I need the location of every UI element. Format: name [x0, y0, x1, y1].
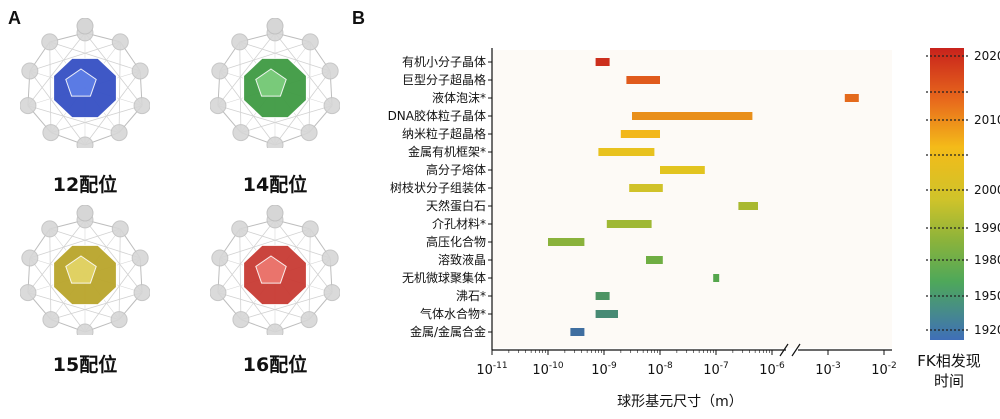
bar-16	[570, 328, 585, 336]
colorbar	[930, 48, 964, 340]
bar-13	[713, 274, 720, 282]
colorbar-title-1: FK相发现	[917, 352, 980, 370]
x-tick-label-8: 10-2	[871, 361, 897, 378]
category-label-1: 有机小分子晶体	[402, 55, 486, 69]
bar-7	[660, 166, 705, 174]
colorbar-tick-2010: 2010	[974, 113, 1000, 127]
bar-14	[595, 292, 610, 300]
x-tick-label-1: 10-11	[476, 361, 507, 378]
x-axis-title: 球形基元尺寸（m）	[617, 393, 743, 410]
x-tick-label-3: 10-9	[591, 361, 617, 378]
category-label-5: 纳米粒子超晶格	[402, 126, 486, 141]
bar-3	[844, 94, 859, 102]
colorbar-tick-1990: 1990	[974, 221, 1000, 235]
x-tick-label-2: 10-10	[532, 361, 564, 378]
x-tick-label-7: 10-3	[815, 361, 841, 378]
category-label-8: 树枝状分子组装体	[390, 180, 486, 195]
polyhedron-label-3: 15配位	[52, 354, 118, 376]
category-label-2: 巨型分子超晶格	[402, 72, 486, 87]
polyhedron-label-4: 16配位	[242, 354, 308, 376]
x-tick-label-4: 10-8	[647, 361, 673, 378]
bar-6	[598, 148, 655, 156]
polyhedron-label-1: 12配位	[52, 174, 118, 196]
category-label-3: 液体泡沫*	[432, 90, 486, 105]
category-label-4: DNA胶体粒子晶体	[388, 108, 486, 123]
colorbar-tick-2020: 2020	[974, 49, 1000, 63]
bar-15	[595, 310, 618, 318]
bar-1	[595, 58, 610, 66]
polyhedron-label-2: 14配位	[242, 174, 308, 196]
category-label-11: 高压化合物	[426, 234, 486, 249]
polyhedron-2	[210, 18, 340, 148]
colorbar-title-2: 时间	[934, 372, 964, 390]
category-label-6: 金属有机框架*	[408, 144, 486, 159]
bar-11	[548, 238, 585, 246]
colorbar-tick-1950: 1950	[974, 289, 1000, 303]
bar-9	[738, 202, 758, 210]
category-label-10: 介孔材料*	[432, 217, 486, 231]
category-label-15: 气体水合物*	[420, 306, 486, 321]
bar-12	[646, 256, 663, 264]
axis-break	[779, 343, 789, 357]
colorbar-tick-2000: 2000	[974, 183, 1000, 197]
category-label-13: 无机微球聚集体	[402, 270, 486, 285]
category-label-7: 高分子熔体	[426, 162, 486, 177]
category-label-12: 溶致液晶	[438, 252, 486, 267]
category-label-16: 金属/金属合金	[410, 324, 486, 339]
colorbar-tick-1920: 1920	[974, 323, 1000, 337]
polyhedron-1	[20, 18, 150, 148]
category-label-14: 沸石*	[456, 289, 486, 303]
axis-break	[791, 343, 801, 357]
category-label-9: 天然蛋白石	[426, 198, 486, 213]
bar-5	[620, 130, 660, 138]
bar-4	[632, 112, 753, 120]
panel-b-label: B	[352, 8, 365, 28]
panel-a-label: A	[8, 8, 21, 28]
colorbar-tick-1980: 1980	[974, 253, 1000, 267]
polyhedron-4	[210, 205, 340, 335]
plot-background	[492, 50, 892, 348]
bar-2	[626, 76, 660, 84]
x-tick-label-5: 10-7	[703, 361, 729, 378]
bar-10	[606, 220, 652, 228]
bar-8	[629, 184, 663, 192]
polyhedron-3	[20, 205, 150, 335]
x-tick-label-6: 10-6	[759, 361, 785, 378]
